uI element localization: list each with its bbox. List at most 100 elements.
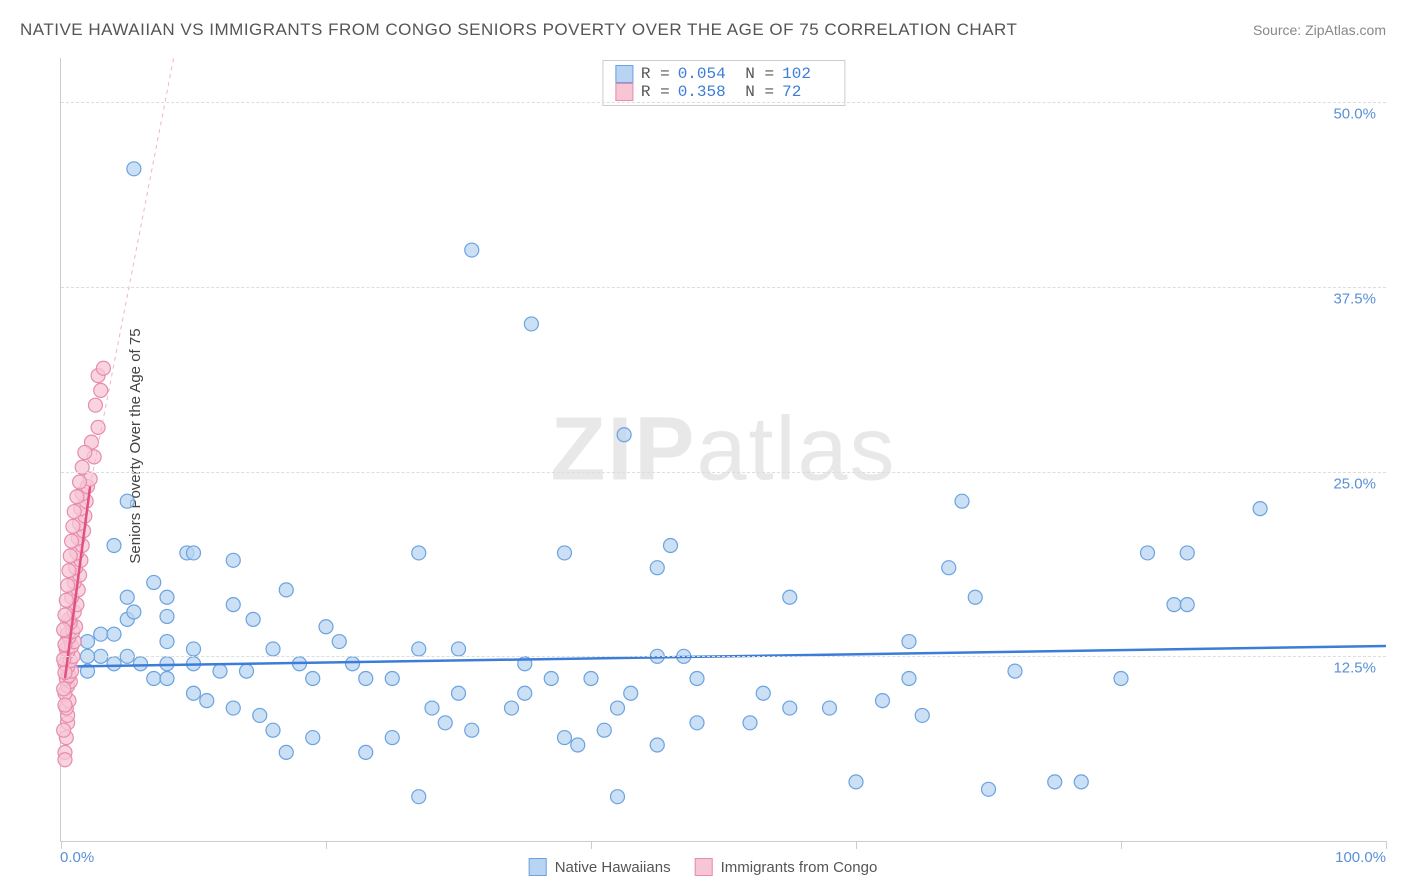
grid-line — [61, 102, 1386, 103]
legend-label: Native Hawaiians — [555, 859, 671, 876]
data-point — [624, 686, 638, 700]
data-point — [62, 564, 76, 578]
data-point — [346, 657, 360, 671]
data-point — [253, 708, 267, 722]
data-point — [94, 627, 108, 641]
data-point — [213, 664, 227, 678]
chart-title: NATIVE HAWAIIAN VS IMMIGRANTS FROM CONGO… — [20, 20, 1017, 40]
data-point — [58, 608, 72, 622]
data-point — [438, 716, 452, 730]
data-point — [902, 671, 916, 685]
data-point — [147, 671, 161, 685]
legend-swatch — [615, 83, 633, 101]
data-point — [107, 657, 121, 671]
data-point — [524, 317, 538, 331]
data-point — [690, 671, 704, 685]
legend-row: R = 0.054 N = 102 — [615, 65, 832, 83]
data-point — [584, 671, 598, 685]
source-label: Source: ZipAtlas.com — [1253, 22, 1386, 38]
x-tick — [326, 841, 327, 849]
data-point — [246, 612, 260, 626]
data-point — [412, 790, 426, 804]
data-point — [452, 642, 466, 656]
data-point — [57, 623, 71, 637]
data-point — [226, 598, 240, 612]
data-point — [332, 635, 346, 649]
data-point — [81, 635, 95, 649]
data-point — [1074, 775, 1088, 789]
x-tick — [61, 841, 62, 849]
data-point — [611, 790, 625, 804]
data-point — [465, 243, 479, 257]
data-point — [385, 671, 399, 685]
data-point — [187, 546, 201, 560]
r-value: 0.054 — [678, 65, 728, 83]
data-point — [306, 731, 320, 745]
correlation-legend: R = 0.054 N = 102R = 0.358 N = 72 — [602, 60, 845, 106]
data-point — [67, 505, 81, 519]
data-point — [783, 590, 797, 604]
legend-label: Immigrants from Congo — [721, 859, 878, 876]
data-point — [650, 738, 664, 752]
x-min-label: 0.0% — [60, 849, 94, 866]
data-point — [982, 782, 996, 796]
data-point — [88, 398, 102, 412]
data-point — [73, 475, 87, 489]
data-point — [160, 635, 174, 649]
data-point — [1180, 546, 1194, 560]
series-legend: Native Hawaiians Immigrants from Congo — [529, 858, 878, 876]
grid-line — [61, 287, 1386, 288]
data-point — [57, 682, 71, 696]
data-point — [452, 686, 466, 700]
data-point — [942, 561, 956, 575]
data-point — [57, 723, 71, 737]
data-point — [597, 723, 611, 737]
data-point — [558, 546, 572, 560]
trend-line-extension — [90, 58, 173, 486]
data-point — [187, 642, 201, 656]
y-tick-label: 25.0% — [1333, 475, 1376, 492]
data-point — [1141, 546, 1155, 560]
r-value: 0.358 — [678, 83, 728, 101]
data-point — [58, 698, 72, 712]
legend-item: Native Hawaiians — [529, 858, 671, 876]
data-point — [412, 642, 426, 656]
data-point — [279, 583, 293, 597]
data-point — [59, 593, 73, 607]
data-point — [1008, 664, 1022, 678]
x-tick — [1121, 841, 1122, 849]
data-point — [240, 664, 254, 678]
data-point — [756, 686, 770, 700]
data-point — [783, 701, 797, 715]
x-tick — [591, 841, 592, 849]
data-point — [849, 775, 863, 789]
data-point — [96, 361, 110, 375]
data-point — [127, 162, 141, 176]
data-point — [518, 686, 532, 700]
y-tick-label: 37.5% — [1333, 290, 1376, 307]
data-point — [266, 642, 280, 656]
data-point — [200, 694, 214, 708]
data-point — [66, 519, 80, 533]
data-point — [65, 534, 79, 548]
plot-area: ZIPatlas R = 0.054 N = 102R = 0.358 N = … — [60, 58, 1386, 842]
y-tick-label: 12.5% — [1333, 660, 1376, 677]
data-point — [571, 738, 585, 752]
data-point — [187, 686, 201, 700]
data-point — [876, 694, 890, 708]
data-point — [63, 549, 77, 563]
data-point — [147, 575, 161, 589]
data-point — [915, 708, 929, 722]
data-point — [359, 671, 373, 685]
data-point — [505, 701, 519, 715]
legend-swatch — [695, 858, 713, 876]
data-point — [1114, 671, 1128, 685]
data-point — [650, 561, 664, 575]
data-point — [359, 745, 373, 759]
data-point — [306, 671, 320, 685]
data-point — [823, 701, 837, 715]
data-point — [319, 620, 333, 634]
data-point — [70, 490, 84, 504]
x-tick — [1386, 841, 1387, 849]
data-point — [902, 635, 916, 649]
